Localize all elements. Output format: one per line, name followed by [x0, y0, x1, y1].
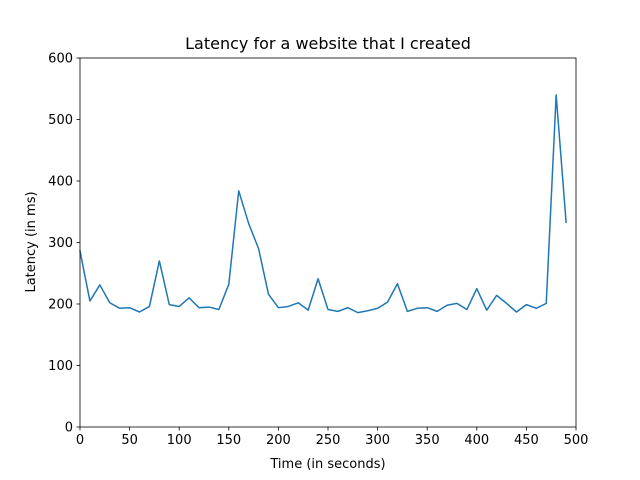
x-axis-label: Time (in seconds) [269, 457, 385, 472]
y-tick-label: 300 [48, 236, 73, 251]
x-tick-label: 500 [564, 433, 589, 448]
y-tick-label: 400 [48, 175, 73, 190]
x-tick-label: 50 [121, 433, 138, 448]
chart-title: Latency for a website that I created [185, 34, 471, 53]
y-tick-label: 600 [48, 52, 73, 67]
series-line-0 [79, 94, 567, 314]
y-tick-label: 200 [48, 298, 73, 313]
y-tick-label: 100 [48, 359, 73, 374]
y-tick-label: 500 [48, 113, 73, 128]
x-tick-label: 0 [76, 433, 84, 448]
x-tick-label: 450 [514, 433, 539, 448]
x-tick-label: 400 [464, 433, 489, 448]
x-tick-label: 350 [415, 433, 440, 448]
y-tick-label: 0 [65, 421, 73, 436]
y-axis-label: Latency (in ms) [24, 191, 39, 292]
plot-area: 0 50 100 150 200 250 300 350 400 450 500 0 100 200 300… [48, 52, 588, 449]
x-tick-label: 100 [167, 433, 192, 448]
x-tick-label: 200 [266, 433, 291, 448]
x-tick-label: 150 [216, 433, 241, 448]
x-tick-label: 250 [316, 433, 341, 448]
x-tick-label: 300 [365, 433, 390, 448]
